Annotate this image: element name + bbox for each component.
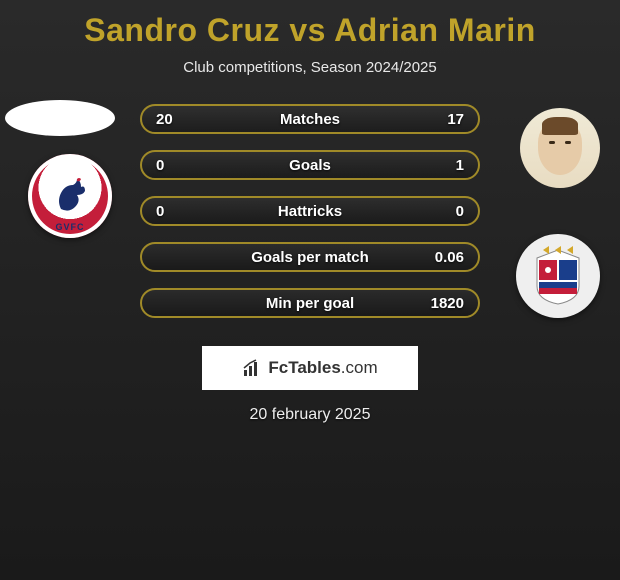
watermark: FcTables.com	[202, 346, 418, 390]
subtitle: Club competitions, Season 2024/2025	[0, 59, 620, 76]
club-left-code: GVFC	[28, 222, 112, 232]
date-label: 20 february 2025	[0, 406, 620, 424]
stat-right-value: 1820	[424, 295, 464, 312]
chart-icon	[242, 358, 262, 378]
stat-row: Goals per match0.06	[140, 242, 480, 272]
watermark-suffix: .com	[341, 358, 378, 377]
shield-icon	[531, 246, 585, 306]
stat-left-value: 0	[156, 157, 196, 174]
stat-row: Min per goal1820	[140, 288, 480, 318]
stats-area: GVFC 20Matches170Goal	[0, 94, 620, 334]
stat-right-value: 1	[424, 157, 464, 174]
stat-right-value: 0	[424, 203, 464, 220]
stat-row: 0Goals1	[140, 150, 480, 180]
stat-row: 20Matches17	[140, 104, 480, 134]
stat-left-value: 0	[156, 203, 196, 220]
player-right-avatar	[520, 108, 600, 188]
page-title: Sandro Cruz vs Adrian Marin	[0, 8, 620, 59]
comparison-widget: { "title": "Sandro Cruz vs Adrian Marin"…	[0, 0, 620, 424]
stat-left-value: 20	[156, 111, 196, 128]
club-left-crest: GVFC	[28, 154, 112, 238]
watermark-brand: FcTables	[268, 358, 340, 377]
player-left-avatar	[5, 100, 115, 136]
stat-row: 0Hattricks0	[140, 196, 480, 226]
club-right-crest	[516, 234, 600, 318]
watermark-text: FcTables.com	[268, 358, 377, 378]
rooster-icon	[47, 173, 93, 219]
stat-right-value: 0.06	[424, 249, 464, 266]
stat-right-value: 17	[424, 111, 464, 128]
face-icon	[538, 121, 582, 175]
